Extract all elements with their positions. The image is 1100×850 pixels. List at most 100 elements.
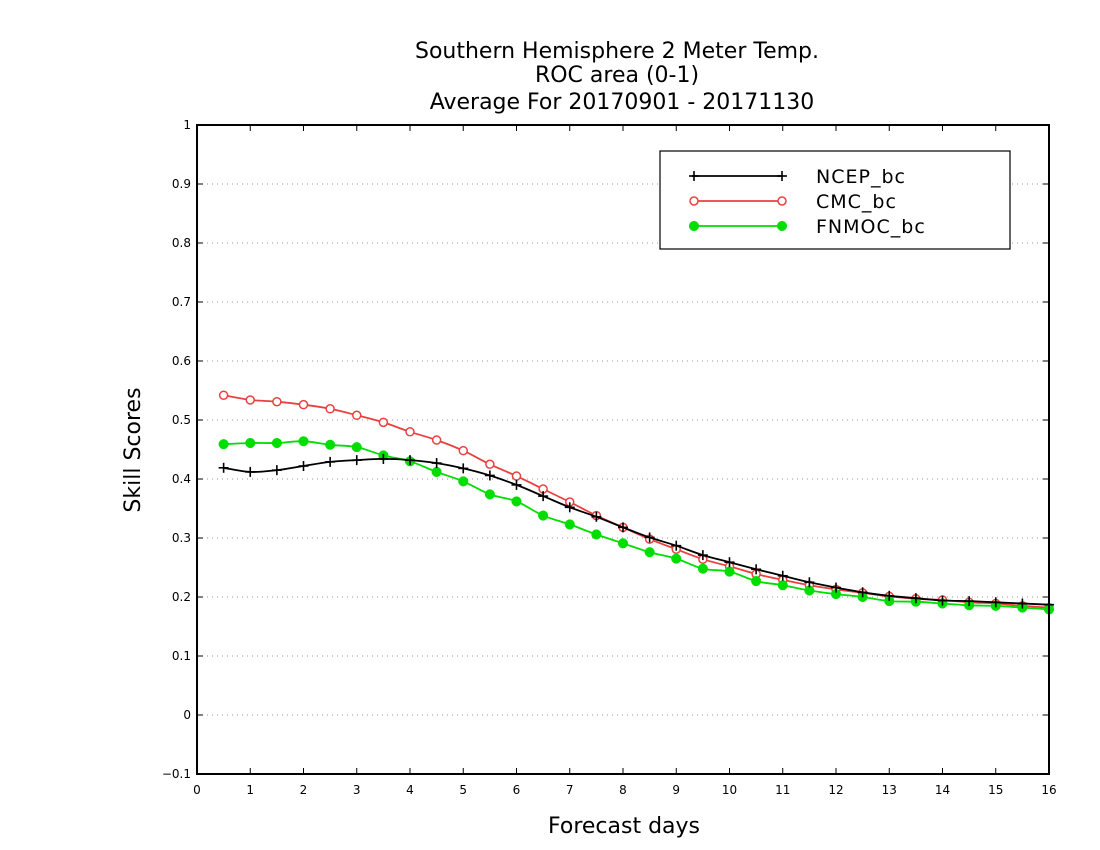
data-point-ncep-bc — [378, 453, 389, 464]
chart-title-line-2: ROC area (0-1) — [535, 63, 699, 88]
x-tick-label: 1 — [246, 783, 254, 797]
data-point-ncep-bc — [351, 455, 362, 466]
legend-marker-cmc-bc — [777, 196, 787, 206]
data-point-fnmoc-bc — [271, 437, 282, 449]
y-tick-label: 0.5 — [172, 413, 191, 427]
y-tick-label: 0 — [183, 708, 191, 722]
data-point-fnmoc-bc — [751, 576, 762, 587]
y-tick-label: 0.2 — [172, 590, 191, 604]
series-line-ncep-bc — [223, 457, 1050, 606]
legend: NCEP_bc CMC_bc FNMOC_bc — [659, 150, 1011, 250]
legend-marker-ncep-bc — [689, 171, 699, 181]
data-point-cmc-bc — [378, 417, 389, 428]
x-tick-label: 5 — [459, 783, 467, 797]
y-tick-label: −0.1 — [162, 767, 191, 781]
data-point-fnmoc-bc — [538, 510, 549, 521]
data-point-cmc-bc — [272, 396, 282, 407]
x-tick-label: 2 — [300, 783, 308, 797]
x-tick-label: 8 — [619, 783, 627, 797]
plot-frame — [196, 124, 1050, 775]
chart-title: Southern Hemisphere 2 Meter Temp. ROC ar… — [415, 39, 819, 115]
data-point-fnmoc-bc — [511, 496, 522, 507]
x-tick-label: 6 — [513, 783, 521, 797]
data-point-cmc-bc — [458, 445, 468, 456]
data-point-ncep-bc — [990, 597, 1001, 608]
data-point-cmc-bc — [218, 390, 229, 400]
data-point-fnmoc-bc — [245, 437, 256, 449]
data-point-fnmoc-bc — [298, 436, 309, 447]
legend-marker-ncep-bc — [777, 171, 787, 181]
data-point-ncep-bc — [777, 570, 788, 581]
data-point-ncep-bc — [245, 466, 256, 477]
data-point-fnmoc-bc — [564, 519, 575, 530]
axis-ticks: −0.100.10.20.30.40.50.60.70.80.910 1 2 3 4 5 6… — [162, 118, 1057, 797]
data-point-ncep-bc — [325, 456, 336, 467]
data-point-ncep-bc — [884, 590, 895, 601]
data-point-ncep-bc — [804, 577, 815, 588]
data-series — [218, 390, 1055, 615]
x-tick-label: 13 — [882, 783, 897, 797]
data-point-ncep-bc — [218, 462, 229, 473]
series-line-fnmoc-bc — [223, 440, 1050, 611]
data-point-fnmoc-bc — [591, 529, 602, 540]
x-tick-label: 7 — [566, 783, 574, 797]
legend-label-ncep-bc: NCEP_bc — [816, 166, 906, 188]
data-point-ncep-bc — [937, 595, 948, 606]
data-point-ncep-bc — [458, 463, 469, 474]
data-point-fnmoc-bc — [617, 538, 629, 549]
data-point-ncep-bc — [910, 593, 921, 604]
x-tick-label: 10 — [722, 783, 737, 797]
data-point-ncep-bc — [405, 455, 415, 466]
data-point-fnmoc-bc — [671, 553, 682, 564]
data-point-ncep-bc — [1017, 598, 1028, 609]
y-tick-label: 0.7 — [172, 295, 191, 309]
grid-lines — [197, 183, 1049, 716]
data-point-fnmoc-bc — [484, 489, 495, 500]
data-point-ncep-bc — [484, 470, 495, 481]
x-tick-label: 4 — [406, 783, 414, 797]
data-point-fnmoc-bc — [325, 439, 336, 450]
series-fnmoc-bc — [218, 436, 1055, 615]
data-point-fnmoc-bc — [724, 566, 735, 577]
y-tick-label: 0.3 — [172, 531, 191, 545]
data-point-fnmoc-bc — [458, 476, 469, 487]
x-tick-label: 3 — [353, 783, 361, 797]
legend-marker-fnmoc-bc — [776, 220, 788, 232]
data-point-ncep-bc — [511, 479, 522, 490]
y-tick-label: 0.8 — [172, 236, 191, 250]
data-point-ncep-bc — [538, 491, 549, 502]
x-tick-label: 11 — [775, 783, 790, 797]
data-point-cmc-bc — [431, 435, 442, 445]
data-point-ncep-bc — [564, 502, 575, 513]
legend-marker-fnmoc-bc — [688, 220, 700, 232]
data-point-cmc-bc — [298, 399, 309, 410]
series-line-cmc-bc — [223, 394, 1050, 609]
series-cmc-bc — [218, 390, 1054, 613]
x-axis-label: Forecast days — [548, 814, 700, 839]
x-tick-label: 9 — [672, 783, 680, 797]
data-point-ncep-bc — [618, 522, 628, 533]
y-axis-label: Skill Scores — [121, 387, 146, 512]
data-point-cmc-bc — [405, 427, 415, 437]
data-point-fnmoc-bc — [777, 580, 788, 591]
data-point-ncep-bc — [431, 458, 442, 469]
x-tick-label: 14 — [935, 783, 950, 797]
data-point-fnmoc-bc — [697, 563, 708, 574]
legend-label-cmc-bc: CMC_bc — [816, 191, 897, 213]
data-point-cmc-bc — [245, 395, 255, 405]
data-point-fnmoc-bc — [644, 547, 655, 558]
x-tick-label: 0 — [193, 783, 201, 797]
data-point-cmc-bc — [485, 459, 495, 469]
data-point-ncep-bc — [298, 461, 309, 472]
series-ncep-bc — [218, 453, 1054, 610]
y-tick-label: 0.4 — [172, 472, 191, 486]
x-tick-label: 12 — [828, 783, 843, 797]
data-point-cmc-bc — [352, 410, 362, 421]
data-point-ncep-bc — [644, 532, 655, 543]
data-point-ncep-bc — [697, 550, 708, 561]
legend-box — [659, 150, 1011, 250]
data-point-cmc-bc — [511, 471, 522, 481]
data-point-ncep-bc — [671, 540, 682, 551]
data-point-ncep-bc — [271, 465, 282, 476]
